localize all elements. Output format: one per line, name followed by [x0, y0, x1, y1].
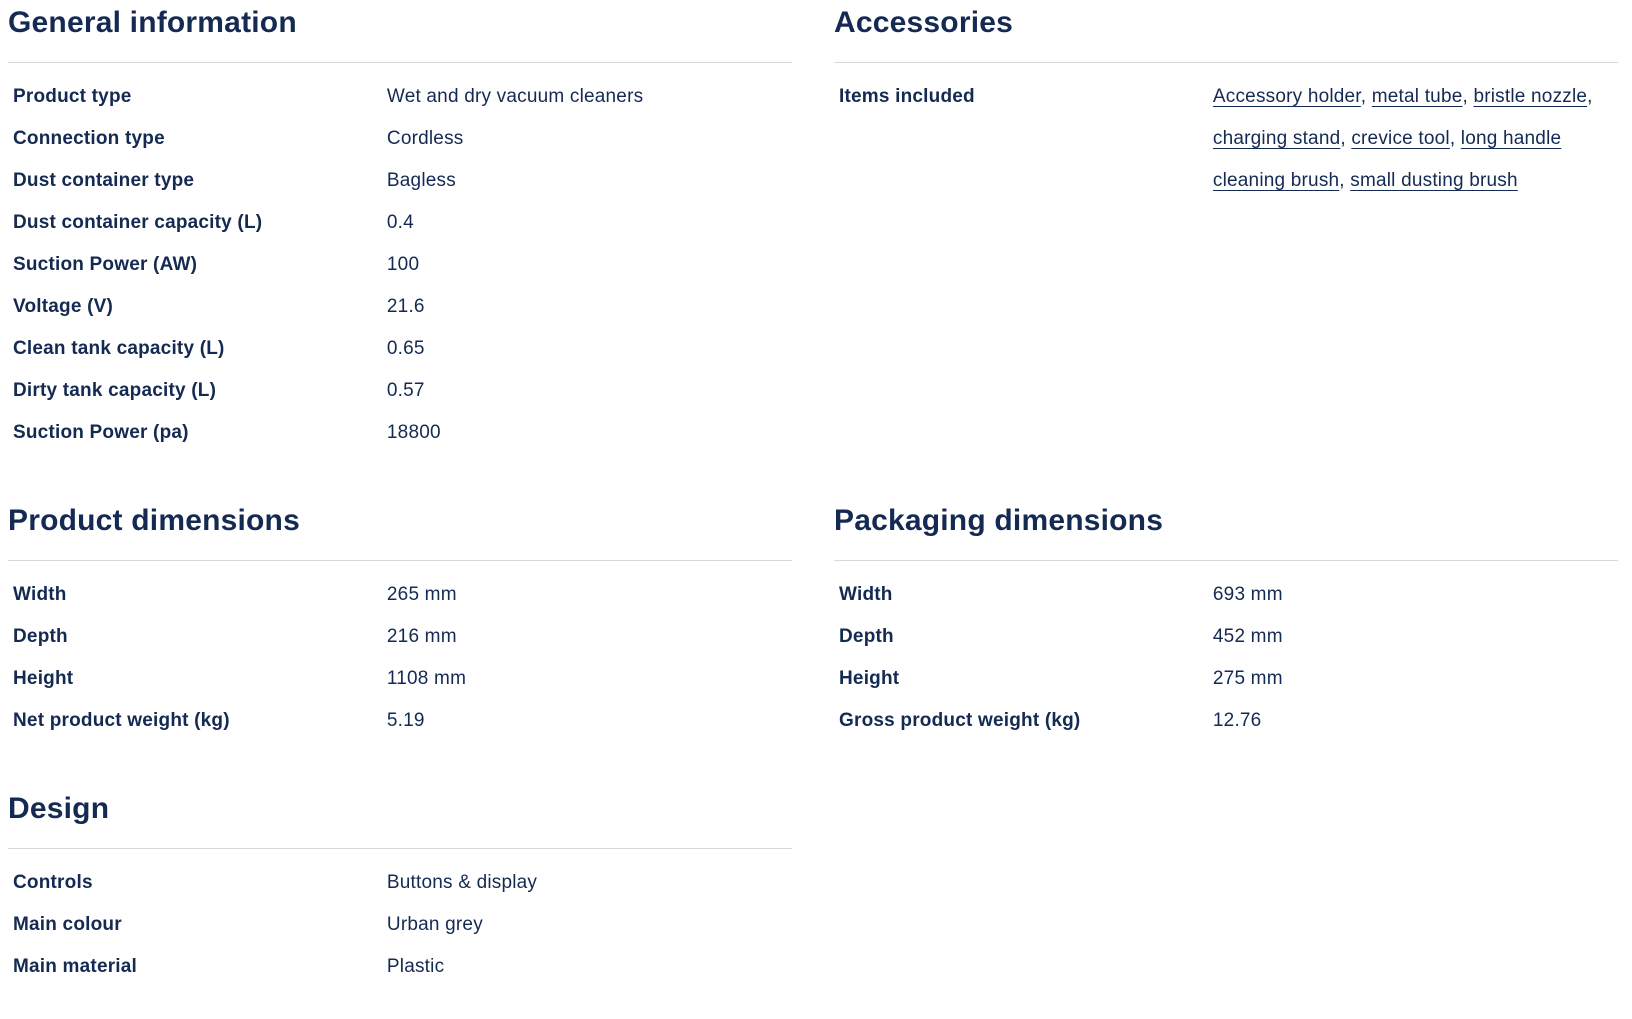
spec-row: Depth 216 mm	[13, 616, 792, 658]
section-rows: Width 265 mm Depth 216 mm Height 1108 mm…	[8, 574, 792, 742]
row-label: Product type	[13, 86, 132, 107]
spec-row: Dust container capacity (L) 0.4	[13, 202, 792, 244]
row-value: Cordless	[386, 128, 464, 149]
row-label: Controls	[13, 872, 93, 893]
row-value: 12.76	[1212, 710, 1262, 731]
row-label: Width	[839, 584, 893, 605]
row-value: 5.19	[386, 710, 425, 731]
spec-grid: General information Product type Wet and…	[8, 4, 1618, 988]
accessory-link[interactable]: bristle nozzle	[1473, 86, 1588, 107]
row-value: 275 mm	[1212, 668, 1283, 689]
spec-row: Main material Plastic	[13, 946, 792, 988]
spec-row: Gross product weight (kg) 12.76	[839, 700, 1618, 742]
accessory-link[interactable]: small dusting brush	[1350, 170, 1518, 191]
spec-row: Width 265 mm	[13, 574, 792, 616]
row-value: Wet and dry vacuum cleaners	[386, 86, 644, 107]
row-value: 265 mm	[386, 584, 457, 605]
section-packaging-dimensions: Packaging dimensions Width 693 mm Depth …	[834, 502, 1618, 742]
row-value: 100	[386, 254, 420, 275]
row-label: Voltage (V)	[13, 296, 114, 317]
section-title: Design	[8, 792, 110, 825]
row-label: Dust container capacity (L)	[13, 212, 263, 233]
row-label: Width	[13, 584, 67, 605]
row-value: 18800	[386, 422, 441, 443]
section-divider	[834, 62, 1618, 63]
section-divider	[834, 560, 1618, 561]
accessory-link[interactable]: crevice tool	[1351, 128, 1450, 149]
section-divider	[8, 848, 792, 849]
section-product-dimensions: Product dimensions Width 265 mm Depth 21…	[8, 502, 792, 742]
row-label: Main colour	[13, 914, 122, 935]
section-accessories: Accessories Items included Accessory hol…	[834, 4, 1618, 454]
row-value: 216 mm	[386, 626, 457, 647]
spec-row: Suction Power (AW) 100	[13, 244, 792, 286]
row-value: 0.65	[386, 338, 425, 359]
spec-row: Main colour Urban grey	[13, 904, 792, 946]
row-value: 452 mm	[1212, 626, 1283, 647]
section-divider	[8, 62, 792, 63]
spec-row: Dirty tank capacity (L) 0.57	[13, 370, 792, 412]
section-general-information: General information Product type Wet and…	[8, 4, 792, 454]
spec-row: Product type Wet and dry vacuum cleaners	[13, 76, 792, 118]
row-label: Depth	[13, 626, 68, 647]
row-label: Depth	[839, 626, 894, 647]
section-title: General information	[8, 6, 297, 39]
row-value: Bagless	[386, 170, 456, 191]
row-label: Items included	[839, 86, 975, 107]
row-label: Clean tank capacity (L)	[13, 338, 225, 359]
row-value: 0.4	[386, 212, 414, 233]
row-value: Buttons & display	[386, 872, 538, 893]
section-divider	[8, 560, 792, 561]
spec-row: Width 693 mm	[839, 574, 1618, 616]
section-rows: Items included Accessory holder, metal t…	[834, 76, 1618, 202]
section-title: Packaging dimensions	[834, 504, 1164, 537]
row-value: Urban grey	[386, 914, 483, 935]
row-value: 1108 mm	[386, 668, 467, 689]
row-label: Height	[839, 668, 900, 689]
spec-row: Suction Power (pa) 18800	[13, 412, 792, 454]
spec-row: Net product weight (kg) 5.19	[13, 700, 792, 742]
row-label: Dust container type	[13, 170, 195, 191]
spec-row: Clean tank capacity (L) 0.65	[13, 328, 792, 370]
row-value: 21.6	[386, 296, 425, 317]
row-value: 693 mm	[1212, 584, 1283, 605]
row-label: Connection type	[13, 128, 165, 149]
row-label: Suction Power (AW)	[13, 254, 198, 275]
accessory-link[interactable]: Accessory holder	[1212, 86, 1361, 107]
accessory-link[interactable]: charging stand	[1212, 128, 1341, 149]
row-label: Height	[13, 668, 74, 689]
row-value: Accessory holder, metal tube, bristle no…	[1212, 86, 1593, 191]
row-label: Gross product weight (kg)	[839, 710, 1081, 731]
spec-row: Connection type Cordless	[13, 118, 792, 160]
spec-row: Height 1108 mm	[13, 658, 792, 700]
row-label: Suction Power (pa)	[13, 422, 189, 443]
row-label: Net product weight (kg)	[13, 710, 230, 731]
section-title: Accessories	[834, 6, 1013, 39]
spec-row: Depth 452 mm	[839, 616, 1618, 658]
spec-row: Height 275 mm	[839, 658, 1618, 700]
spec-row: Controls Buttons & display	[13, 862, 792, 904]
row-label: Main material	[13, 956, 138, 977]
spec-row: Dust container type Bagless	[13, 160, 792, 202]
section-title: Product dimensions	[8, 504, 300, 537]
row-label: Dirty tank capacity (L)	[13, 380, 217, 401]
accessory-link[interactable]: long handle cleaning brush	[1212, 128, 1562, 191]
row-value: Plastic	[386, 956, 445, 977]
section-design: Design Controls Buttons & display Main c…	[8, 790, 792, 988]
spec-row: Items included Accessory holder, metal t…	[839, 76, 1618, 202]
spec-row: Voltage (V) 21.6	[13, 286, 792, 328]
section-rows: Controls Buttons & display Main colour U…	[8, 862, 792, 988]
row-value: 0.57	[386, 380, 425, 401]
accessory-link[interactable]: metal tube	[1371, 86, 1463, 107]
section-rows: Width 693 mm Depth 452 mm Height 275 mm …	[834, 574, 1618, 742]
section-rows: Product type Wet and dry vacuum cleaners…	[8, 76, 792, 454]
